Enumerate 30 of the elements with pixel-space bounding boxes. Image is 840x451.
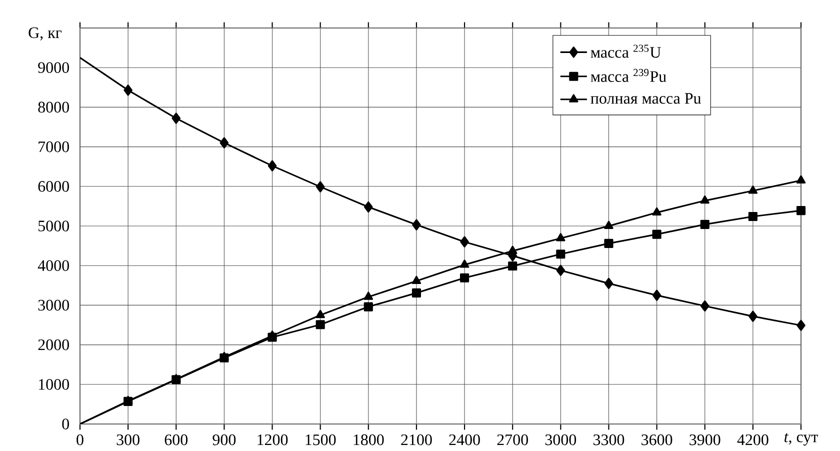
x-tick-label: 300 xyxy=(116,434,140,446)
x-tick-label: 2700 xyxy=(497,434,528,446)
y-tick-label: 6000 xyxy=(38,181,69,192)
y-tick-label: 1000 xyxy=(39,379,69,390)
y-tick-label: 0 xyxy=(62,418,69,430)
x-tick-label: 900 xyxy=(212,434,236,446)
y-tick-label: 7000 xyxy=(38,141,69,152)
y-axis-title: G, кг xyxy=(28,27,62,40)
y-tick-label: 5000 xyxy=(38,220,69,232)
x-tick-label: 3000 xyxy=(545,434,576,446)
y-tick-label: 2000 xyxy=(38,339,69,350)
x-tick-label: 3300 xyxy=(594,434,624,446)
legend-label: масса $^{235}$U xyxy=(590,44,661,58)
x-tick-label: 3900 xyxy=(690,434,720,446)
x-tick-label: 1200 xyxy=(258,434,288,446)
x-tick-label: 4200 xyxy=(737,434,768,446)
y-tick-label: 4000 xyxy=(38,260,69,271)
x-tick-label: 1800 xyxy=(354,434,384,446)
legend-label: масса $^{239}$Pu xyxy=(590,68,666,82)
legend-label: полная масса Pu xyxy=(590,93,701,104)
x-tick-label: 2400 xyxy=(449,434,480,446)
y-tick-label: 3000 xyxy=(38,300,69,311)
y-tick-label: 8000 xyxy=(38,102,69,113)
x-tick-label: 0 xyxy=(76,434,84,446)
x-axis-title: t, сут xyxy=(784,433,818,446)
x-tick-label: 3600 xyxy=(642,434,672,446)
x-tick-label: 1500 xyxy=(306,434,336,446)
y-tick-label: 9000 xyxy=(38,62,69,73)
x-tick-label: 2100 xyxy=(401,434,432,446)
x-tick-label: 600 xyxy=(164,434,188,446)
